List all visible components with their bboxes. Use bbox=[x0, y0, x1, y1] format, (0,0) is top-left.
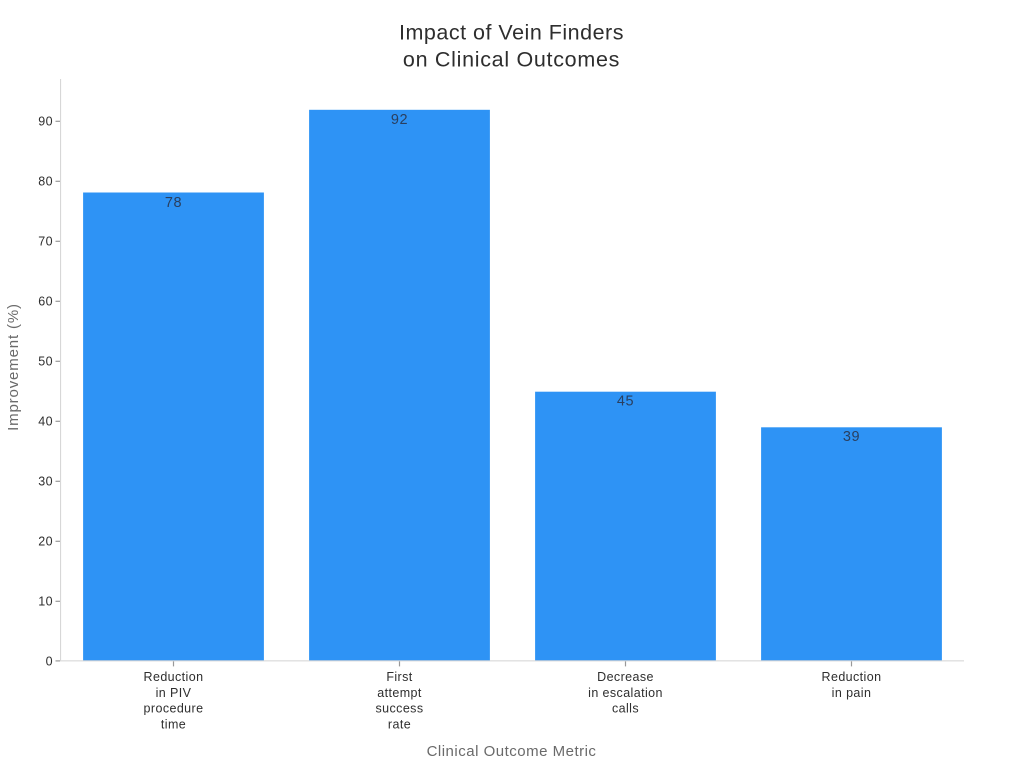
svg-text:procedure: procedure bbox=[144, 702, 204, 716]
svg-text:Decrease: Decrease bbox=[597, 670, 654, 684]
svg-text:40: 40 bbox=[38, 415, 53, 429]
svg-text:39: 39 bbox=[843, 429, 860, 445]
svg-text:Impact of Vein Finders: Impact of Vein Finders bbox=[399, 21, 624, 45]
svg-text:in escalation: in escalation bbox=[588, 686, 663, 700]
svg-text:Reduction: Reduction bbox=[144, 670, 204, 684]
svg-text:on Clinical Outcomes: on Clinical Outcomes bbox=[403, 47, 620, 71]
svg-text:rate: rate bbox=[388, 718, 411, 732]
svg-text:calls: calls bbox=[612, 702, 639, 716]
svg-text:80: 80 bbox=[38, 175, 53, 189]
svg-text:20: 20 bbox=[38, 535, 53, 549]
svg-text:in PIV: in PIV bbox=[156, 686, 192, 700]
svg-text:time: time bbox=[161, 718, 186, 732]
svg-text:10: 10 bbox=[38, 595, 53, 609]
svg-text:50: 50 bbox=[38, 355, 53, 369]
svg-text:92: 92 bbox=[391, 112, 408, 128]
svg-text:success: success bbox=[376, 702, 424, 716]
svg-text:Clinical Outcome Metric: Clinical Outcome Metric bbox=[427, 743, 597, 760]
svg-text:Reduction: Reduction bbox=[822, 670, 882, 684]
svg-text:attempt: attempt bbox=[377, 686, 422, 700]
svg-text:45: 45 bbox=[617, 393, 634, 409]
svg-text:0: 0 bbox=[46, 654, 53, 668]
svg-text:90: 90 bbox=[38, 115, 53, 129]
svg-text:First: First bbox=[386, 670, 412, 684]
svg-text:78: 78 bbox=[165, 195, 182, 211]
svg-text:30: 30 bbox=[38, 475, 53, 489]
svg-text:in pain: in pain bbox=[832, 686, 872, 700]
svg-text:70: 70 bbox=[38, 235, 53, 249]
svg-text:60: 60 bbox=[38, 295, 53, 309]
svg-text:Improvement (%): Improvement (%) bbox=[5, 303, 22, 431]
